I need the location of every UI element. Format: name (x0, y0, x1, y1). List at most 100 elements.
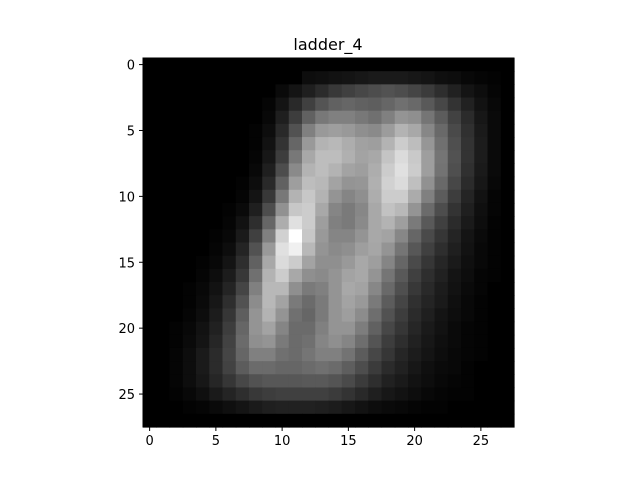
heatmap-cell (368, 123, 383, 138)
heatmap-cell (434, 84, 449, 99)
heatmap-cell (143, 84, 157, 99)
heatmap-cell (235, 110, 250, 125)
heatmap-cell (474, 189, 489, 204)
heatmap-cell (421, 347, 436, 362)
heatmap-cell (169, 374, 184, 389)
heatmap-cell (262, 321, 277, 336)
heatmap-cell (341, 295, 356, 309)
heatmap-cell (421, 163, 436, 178)
heatmap-cell (275, 189, 290, 204)
heatmap-cell (368, 255, 383, 270)
heatmap-cell (196, 163, 210, 178)
heatmap-cell (500, 163, 515, 178)
heatmap-cell (447, 387, 462, 402)
heatmap-cell (500, 229, 515, 244)
heatmap-cell (196, 387, 210, 402)
heatmap-cell (235, 295, 250, 309)
heatmap-cell (262, 413, 277, 428)
heatmap-cell (249, 202, 263, 217)
heatmap-cell (447, 71, 462, 85)
heatmap-cell (262, 97, 277, 112)
heatmap-cell (381, 216, 396, 230)
heatmap-cell (368, 374, 383, 389)
heatmap-cell (169, 150, 184, 165)
heatmap-cell (302, 97, 316, 112)
heatmap-cell (169, 413, 184, 428)
heatmap-cell (487, 137, 502, 151)
heatmap-cell (328, 374, 343, 389)
heatmap-cell (328, 361, 343, 375)
heatmap-cell (394, 400, 409, 415)
heatmap-cell (288, 123, 303, 138)
heatmap-cell (381, 202, 396, 217)
heatmap-cell (169, 123, 184, 138)
x-tick-label: 0 (145, 434, 153, 449)
y-tick-label: 5 (127, 124, 135, 139)
heatmap-cell (196, 374, 210, 389)
heatmap-cell (447, 308, 462, 323)
heatmap-cell (275, 216, 290, 230)
heatmap-cell (143, 334, 157, 349)
heatmap-cell (368, 216, 383, 230)
heatmap-cell (275, 374, 290, 389)
heatmap-cell (143, 268, 157, 283)
heatmap-cell (182, 229, 197, 244)
heatmap-cell (447, 413, 462, 428)
heatmap-cell (235, 229, 250, 244)
heatmap-cell (381, 229, 396, 244)
heatmap-cell (143, 150, 157, 165)
heatmap-cell (143, 387, 157, 402)
heatmap-cell (381, 176, 396, 191)
heatmap-cell (275, 387, 290, 402)
heatmap-cell (474, 242, 489, 257)
heatmap-cell (381, 58, 396, 72)
heatmap-cell (474, 202, 489, 217)
heatmap-cell (368, 268, 383, 283)
heatmap-cell (156, 84, 171, 99)
heatmap-cell (355, 321, 369, 336)
heatmap-cell (169, 216, 184, 230)
heatmap-cell (222, 123, 237, 138)
heatmap-cell (394, 58, 409, 72)
heatmap-cell (368, 176, 383, 191)
heatmap-cell (341, 110, 356, 125)
heatmap-cell (222, 413, 237, 428)
heatmap-cell (394, 242, 409, 257)
heatmap-cell (156, 308, 171, 323)
heatmap-cell (421, 413, 436, 428)
heatmap-cell (474, 255, 489, 270)
heatmap-cell (355, 216, 369, 230)
heatmap-cell (169, 334, 184, 349)
heatmap-cell (222, 282, 237, 296)
heatmap-cell (288, 202, 303, 217)
y-tick-label: 0 (127, 59, 135, 74)
heatmap-cell (156, 361, 171, 375)
heatmap-cell (209, 361, 224, 375)
heatmap-cell (474, 84, 489, 99)
heatmap-cell (196, 255, 210, 270)
heatmap-cell (341, 202, 356, 217)
heatmap-cell (315, 71, 330, 85)
heatmap-cell (288, 229, 303, 244)
heatmap-cell (315, 58, 330, 72)
heatmap-cell (408, 413, 422, 428)
heatmap-cell (341, 374, 356, 389)
heatmap-cell (235, 71, 250, 85)
heatmap-cell (421, 150, 436, 165)
heatmap-cell (500, 137, 515, 151)
heatmap-cell (355, 137, 369, 151)
heatmap-cell (143, 202, 157, 217)
heatmap-cell (341, 229, 356, 244)
heatmap-cell (487, 84, 502, 99)
heatmap-cell (169, 255, 184, 270)
heatmap-cell (288, 71, 303, 85)
heatmap-cell (209, 400, 224, 415)
heatmap-cell (302, 216, 316, 230)
heatmap-cell (302, 295, 316, 309)
heatmap-cell (487, 71, 502, 85)
heatmap-cell (474, 361, 489, 375)
heatmap-cell (169, 110, 184, 125)
heatmap-cell (169, 347, 184, 362)
heatmap-cell (315, 242, 330, 257)
heatmap-cell (408, 347, 422, 362)
